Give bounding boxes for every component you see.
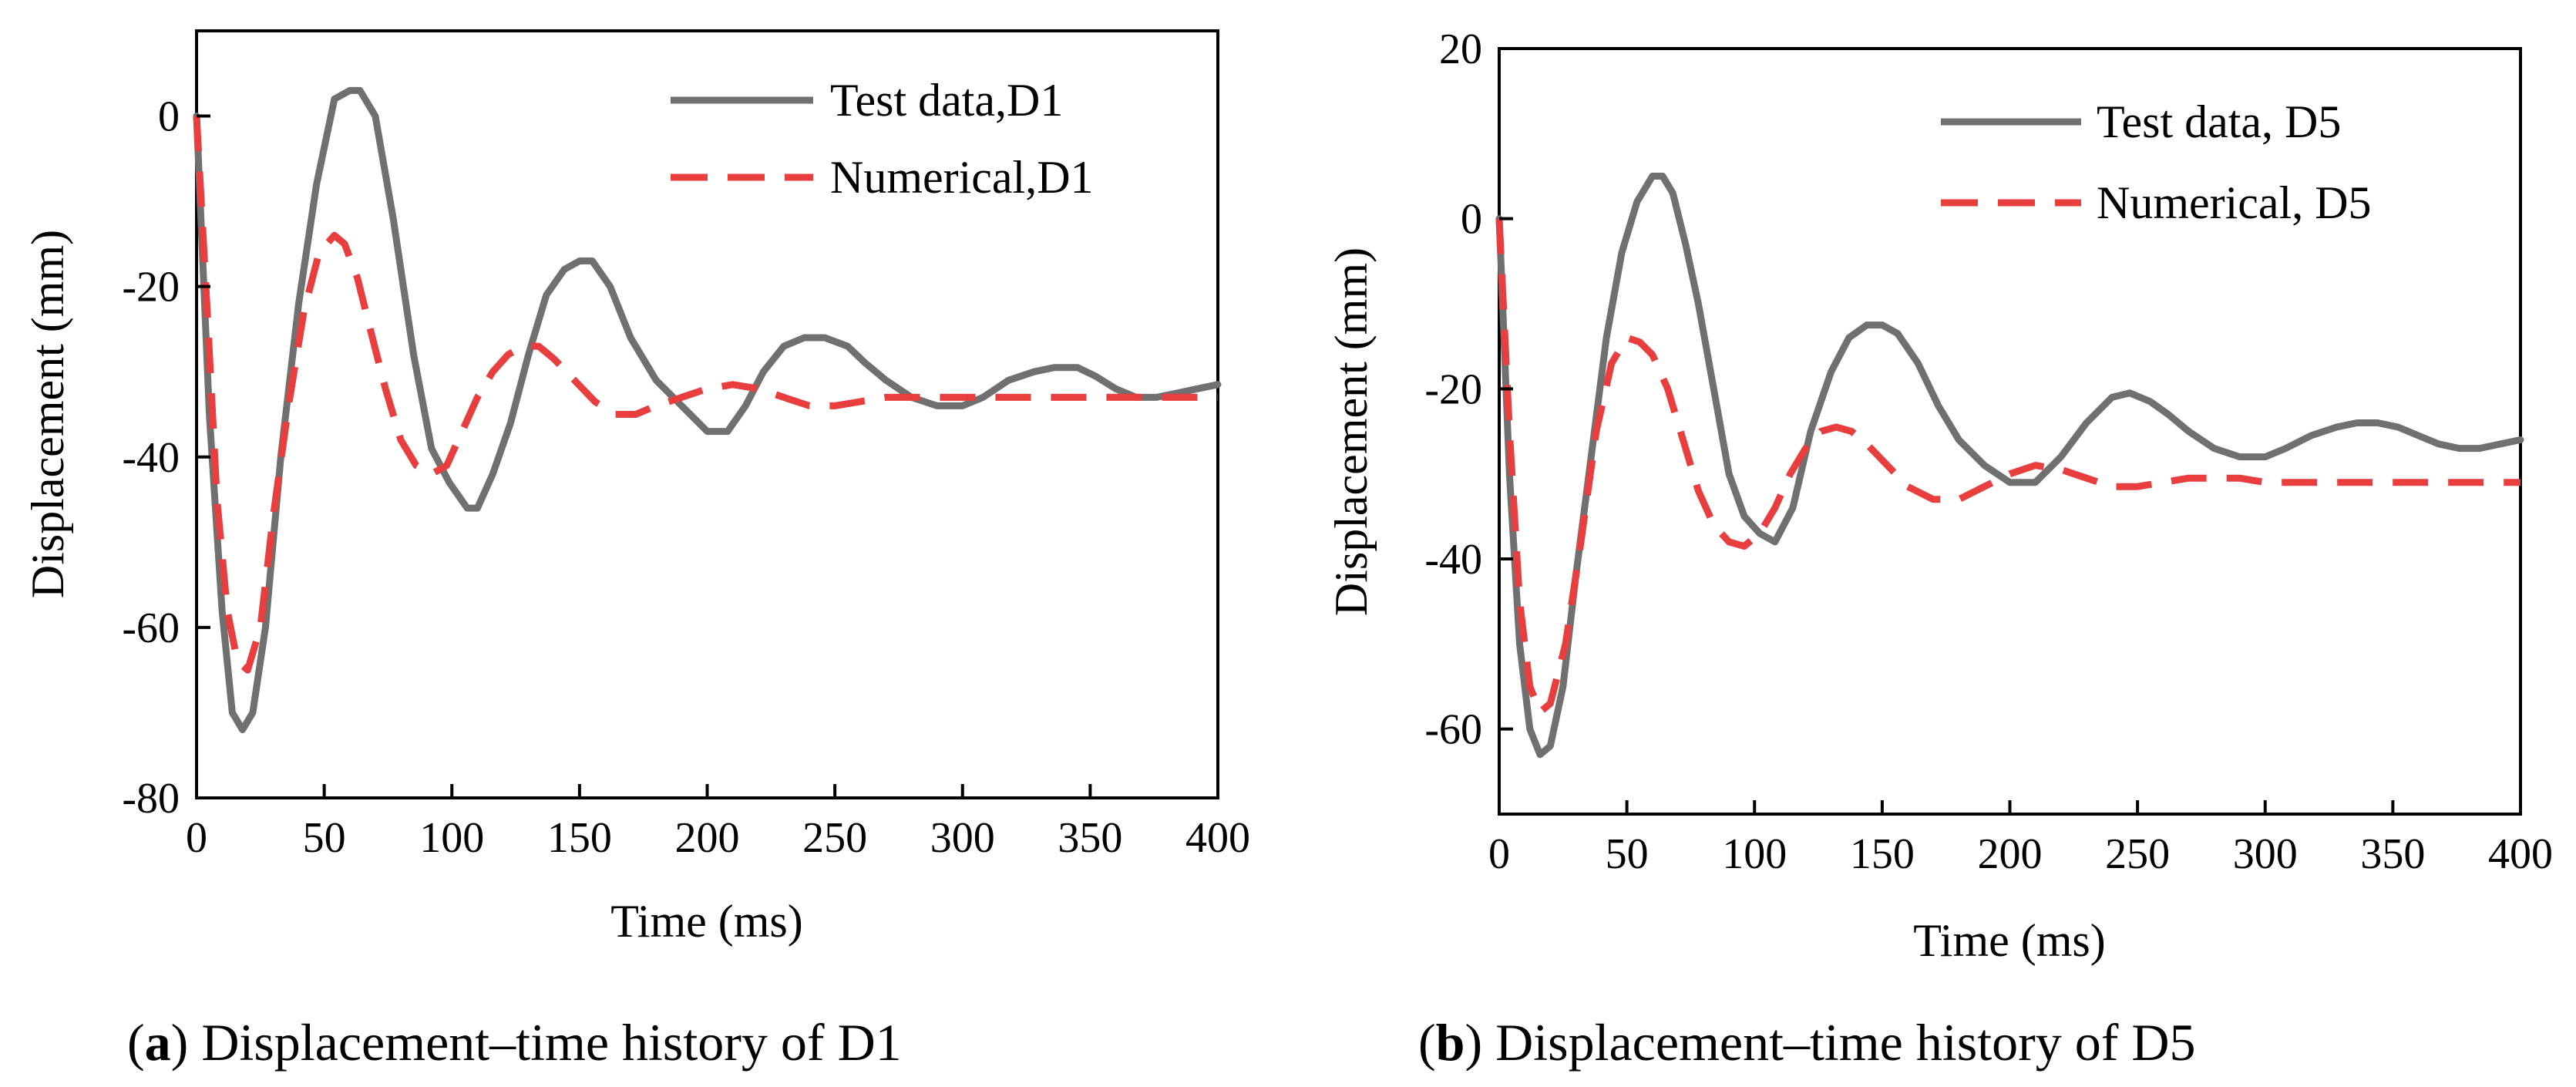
y-tick-label-b-20: 20 [1439,25,1482,73]
x-tick-label-b-0: 0 [1488,830,1510,878]
y-tick-label-a--40: -40 [122,434,180,482]
y-tick-label-b--40: -40 [1424,536,1482,584]
caption-text-a: Displacement–time history of D1 [201,1013,901,1072]
x-tick-label-b-150: 150 [1850,830,1915,878]
x-tick-label-b-200: 200 [1978,830,2043,878]
series-line-a-numerical [193,116,1218,674]
legend-label-numerical-a: Numerical,D1 [830,152,1094,203]
plot-frame-a [195,29,1219,799]
legend-a: Test data,D1 Numerical,D1 [671,75,1094,203]
caption-paren-open-a: ( [127,1013,145,1072]
x-tick-label-a-0: 0 [186,814,207,862]
plot-area-b: 0 50 100 150 200 250 300 350 400 200-20-40-60 [1424,25,2553,878]
caption-paren-close-a: ) [171,1013,202,1072]
x-tick-label-a-200: 200 [675,814,740,862]
y-tick-label-a-0: 0 [158,93,180,141]
x-tick-label-a-250: 250 [802,814,867,862]
x-tick-label-b-300: 300 [2233,830,2298,878]
series-line-b-test-data [1495,173,2524,759]
x-tick-label-b-100: 100 [1722,830,1787,878]
caption-letter-a: a [145,1013,171,1072]
caption-paren-open-b: ( [1418,1013,1436,1072]
caption-paren-close-b: ) [1465,1013,1495,1072]
x-tick-label-b-50: 50 [1606,830,1649,878]
legend-b: Test data, D5 Numerical, D5 [1941,96,2372,228]
series-line-b-numerical [1495,218,2521,716]
legend-label-test-a: Test data,D1 [830,75,1063,126]
x-tick-label-a-50: 50 [303,814,346,862]
x-tick-label-b-400: 400 [2488,830,2553,878]
y-tick-label-b--20: -20 [1424,365,1482,413]
y-tick-label-b-0: 0 [1461,196,1482,244]
series-line-a-test-data [193,86,1222,734]
x-tick-label-b-250: 250 [2105,830,2170,878]
chart-panel-a: 0 50 100 150 200 250 300 350 400 0 -20 -40 -60 -80 T… [22,29,1250,1072]
legend-label-numerical-b: Numerical, D5 [2097,177,2372,228]
x-tick-label-a-300: 300 [930,814,995,862]
plot-frame-b [1498,47,2522,816]
caption-letter-b: b [1436,1013,1465,1072]
caption-b: (b) Displacement–time history of D5 [1418,1013,2196,1072]
legend-label-test-b: Test data, D5 [2097,96,2341,147]
plot-area-a: 0 50 100 150 200 250 300 350 400 0 -20 -40 -60 -80 [122,29,1250,862]
y-axis-label-b: Displacement (mm) [1326,247,1377,616]
y-tick-label-a--60: -60 [122,604,180,652]
chart-panel-b: 0 50 100 150 200 250 300 350 400 200-20-40-60 Te… [1326,25,2553,1072]
x-tick-label-a-150: 150 [547,814,612,862]
x-tick-label-a-100: 100 [419,814,484,862]
y-tick-label-a--80: -80 [122,775,180,823]
x-tick-label-a-400: 400 [1185,814,1250,862]
caption-text-b: Displacement–time history of D5 [1495,1013,2195,1072]
x-axis-label-b: Time (ms) [1913,915,2106,966]
x-tick-label-a-350: 350 [1058,814,1122,862]
y-tick-label-b--60: -60 [1424,706,1482,754]
y-tick-label-a--20: -20 [122,264,180,311]
x-axis-label-a: Time (ms) [610,896,803,947]
caption-a: (a) Displacement–time history of D1 [127,1013,902,1072]
x-tick-label-b-350: 350 [2360,830,2425,878]
y-axis-label-a: Displacement (mm) [22,230,73,598]
